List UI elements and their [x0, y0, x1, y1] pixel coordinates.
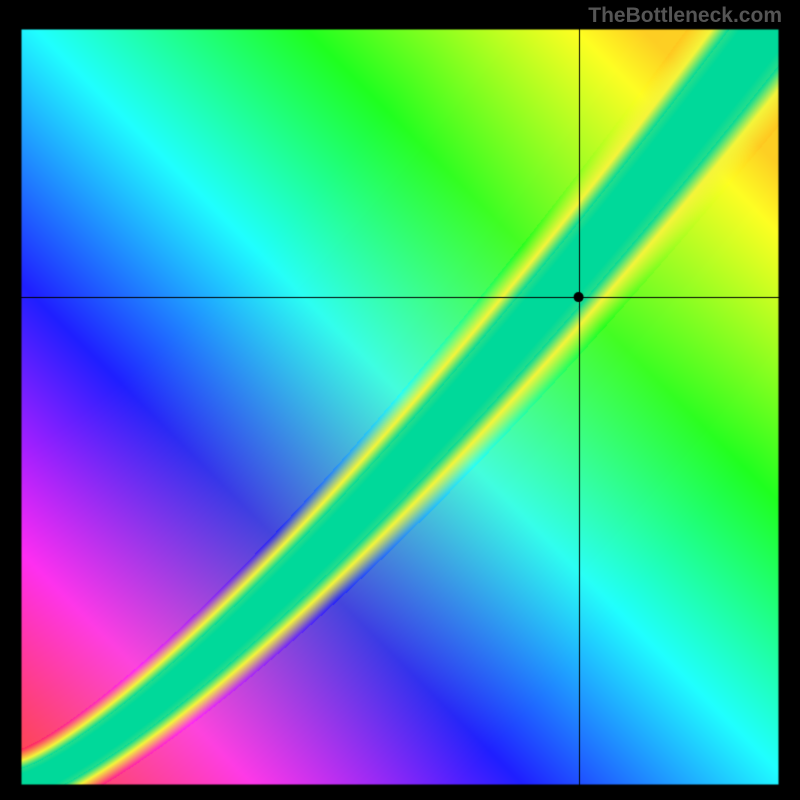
watermark-text: TheBottleneck.com [588, 4, 782, 28]
heatmap-canvas [0, 0, 800, 800]
